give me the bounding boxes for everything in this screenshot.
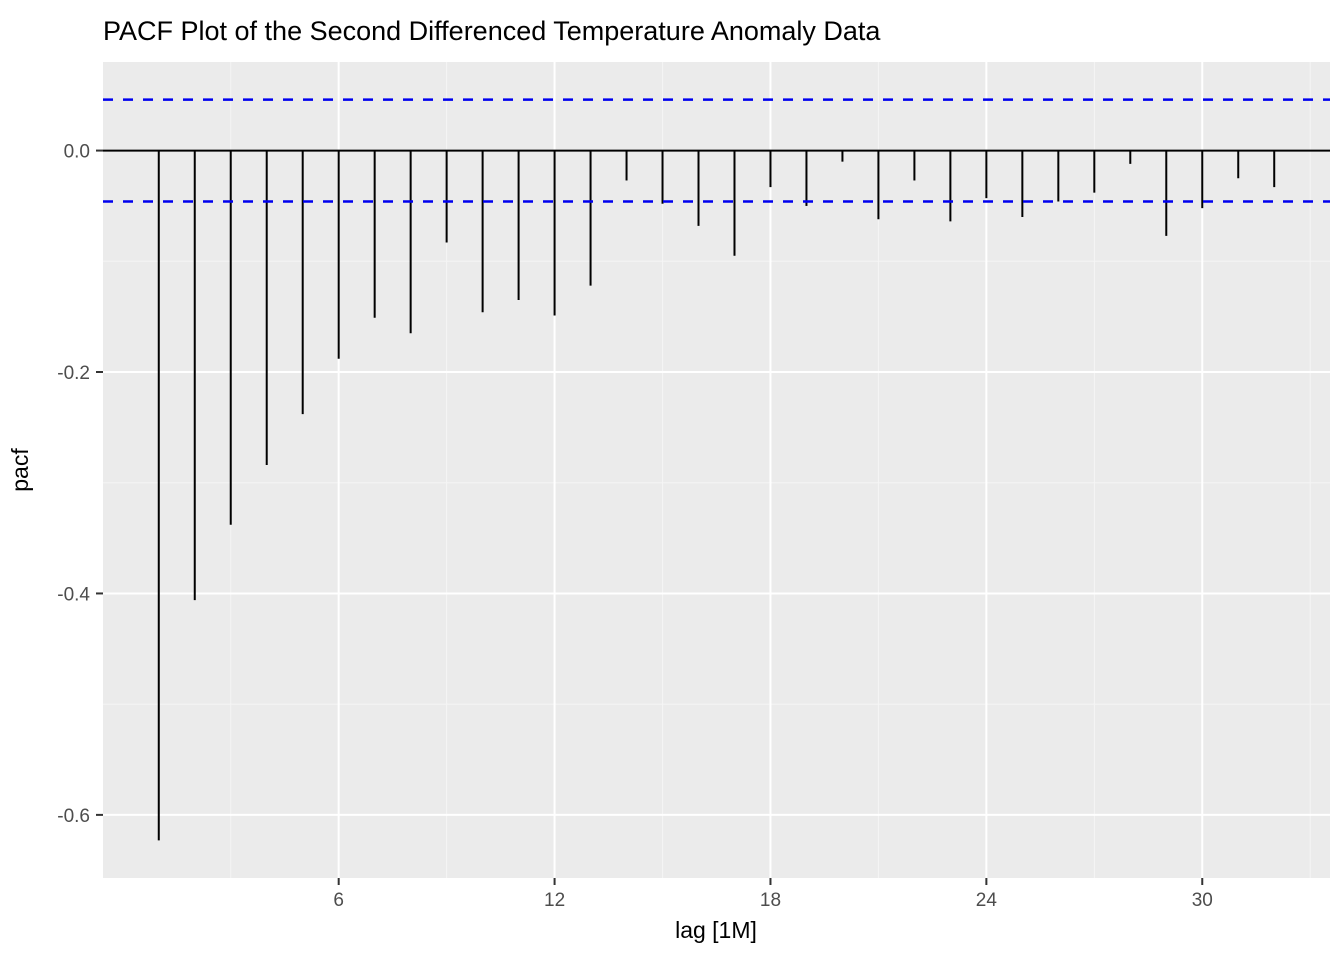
- confidence-bound-lines: [103, 98, 1330, 203]
- y-axis-title: pacf: [7, 448, 33, 492]
- y-tick-label--0.6: -0.6: [57, 806, 90, 827]
- x-tick-label-12: 12: [544, 890, 565, 911]
- axis-tick-marks: [96, 149, 1204, 885]
- x-tick-label-30: 30: [1192, 890, 1213, 911]
- x-tick-label-6: 6: [333, 890, 344, 911]
- x-tick-label-24: 24: [976, 890, 998, 911]
- x-axis-tick-labels: 6 12 18 24 30: [333, 890, 1212, 911]
- y-tick-label--0.4: -0.4: [57, 584, 90, 605]
- x-axis-title: lag [1M]: [675, 917, 757, 943]
- y-tick-label-0.0: 0.0: [64, 142, 90, 163]
- plot-panel-background: [103, 62, 1330, 878]
- y-axis-tick-labels: 0.0 -0.2 -0.4 -0.6: [57, 142, 90, 827]
- x-tick-label-18: 18: [760, 890, 781, 911]
- chart-title: PACF Plot of the Second Differenced Temp…: [103, 16, 881, 46]
- pacf-bars: [157, 150, 1276, 841]
- y-tick-label--0.2: -0.2: [57, 363, 90, 384]
